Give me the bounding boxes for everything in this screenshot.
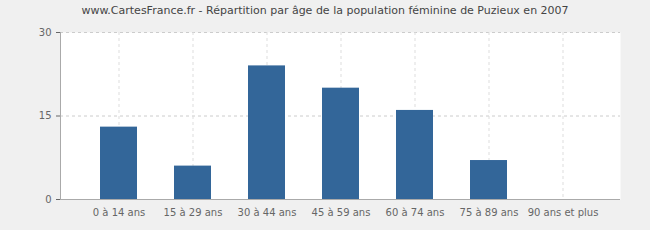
svg-text:60 à 74 ans: 60 à 74 ans [386,207,445,218]
svg-text:15 à 29 ans: 15 à 29 ans [164,207,223,218]
svg-text:30 à 44 ans: 30 à 44 ans [238,207,297,218]
svg-text:75 à 89 ans: 75 à 89 ans [460,207,519,218]
svg-text:30: 30 [39,27,52,38]
svg-text:0 à 14 ans: 0 à 14 ans [93,207,145,218]
html-text:www.CartesFrance.fr - Répartit: www.CartesFrance.fr - Répartition par âg… [81,4,569,17]
svg-text:0: 0 [45,194,51,205]
svg-text:45 à 59 ans: 45 à 59 ans [312,207,371,218]
svg-text:90 ans et plus: 90 ans et plus [528,207,599,218]
svg-text:15: 15 [39,110,52,121]
